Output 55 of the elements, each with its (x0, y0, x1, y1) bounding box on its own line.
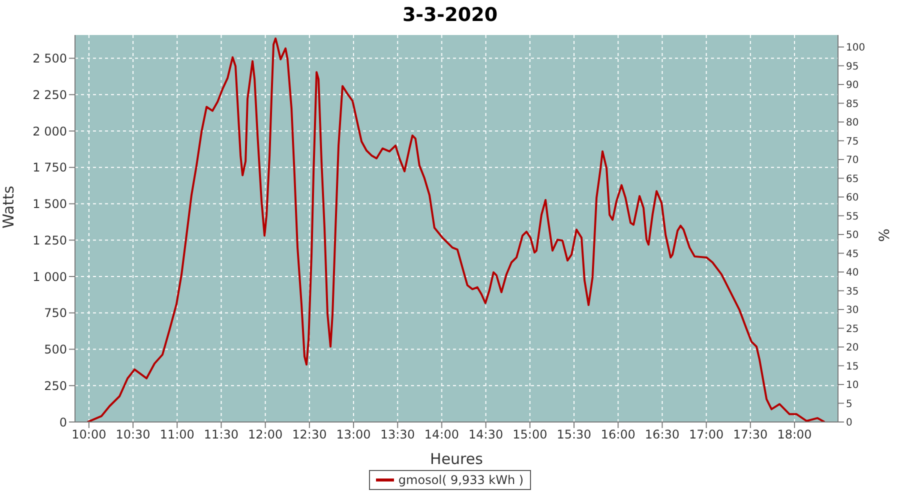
y-tick-label: 0 (59, 415, 67, 430)
x-axis-title: Heures (430, 450, 484, 468)
x-tick-label: 11:00 (160, 428, 194, 442)
y2-tick-label: 35 (846, 286, 859, 298)
x-tick-label: 13:30 (380, 428, 415, 442)
y2-tick-label: 15 (846, 361, 859, 372)
y2-tick-label: 75 (846, 136, 859, 148)
y2-tick-label: 45 (846, 248, 859, 260)
x-tick-label: 12:00 (248, 428, 283, 442)
x-tick-label: 10:30 (116, 428, 150, 442)
x-tick-label: 16:30 (644, 428, 680, 442)
y2-tick-label: 5 (846, 398, 852, 410)
y-tick-label: 1 250 (32, 233, 67, 248)
y-tick-label: 250 (44, 378, 67, 393)
x-tick-label: 15:30 (556, 428, 592, 442)
y-tick-label: 1 750 (32, 160, 67, 175)
y2-tick-label: 20 (846, 342, 859, 354)
y-tick-label: 750 (44, 306, 67, 320)
y-tick-label: 1 000 (32, 270, 67, 284)
y2-tick-label: 95 (846, 61, 859, 72)
y2-tick-label: 70 (846, 155, 859, 166)
y2-tick-label: 40 (846, 268, 859, 279)
y2-tick-label: 50 (846, 230, 859, 242)
y2-tick-label: 85 (846, 98, 859, 110)
x-tick-label: 13:00 (336, 428, 371, 442)
x-tick-label: 17:30 (733, 428, 768, 442)
x-tick-label: 15:00 (512, 428, 548, 442)
x-tick-label: 17:00 (689, 428, 724, 442)
y-tick-label: 500 (44, 342, 67, 357)
y-tick-label: 2 000 (32, 124, 67, 138)
y-tick-label: 2 500 (32, 52, 67, 66)
y2-axis-title: % (876, 228, 893, 242)
x-tick-label: 10:00 (72, 428, 106, 442)
x-tick-label: 18:00 (777, 428, 812, 442)
y2-tick-label: 60 (846, 192, 859, 204)
y2-tick-label: 55 (846, 211, 859, 222)
y-axis-title: Watts (0, 186, 18, 228)
chart-title: 3-3-2020 (401, 4, 499, 26)
y2-tick-label: 65 (846, 174, 859, 185)
y2-tick-label: 25 (846, 324, 859, 335)
x-tick-label: 16:00 (600, 428, 636, 442)
y2-tick-label: 100 (846, 42, 866, 54)
line-series (86, 37, 826, 422)
legend-label: gmosol( 9,933 kWh ) (398, 473, 524, 487)
x-tick-label: 11:30 (204, 428, 239, 442)
x-tick-label: 14:30 (468, 428, 504, 442)
y2-tick-label: 10 (846, 380, 859, 392)
y2-tick-label: 90 (846, 80, 859, 92)
y2-tick-label: 30 (846, 305, 859, 316)
y2-tick-label: 80 (846, 118, 859, 129)
y-tick-label: 2 250 (32, 88, 67, 102)
x-tick-label: 12:30 (292, 428, 327, 442)
y-tick-label: 1 500 (32, 197, 67, 212)
y2-tick-label: 0 (846, 418, 852, 429)
x-tick-label: 14:00 (424, 428, 460, 442)
